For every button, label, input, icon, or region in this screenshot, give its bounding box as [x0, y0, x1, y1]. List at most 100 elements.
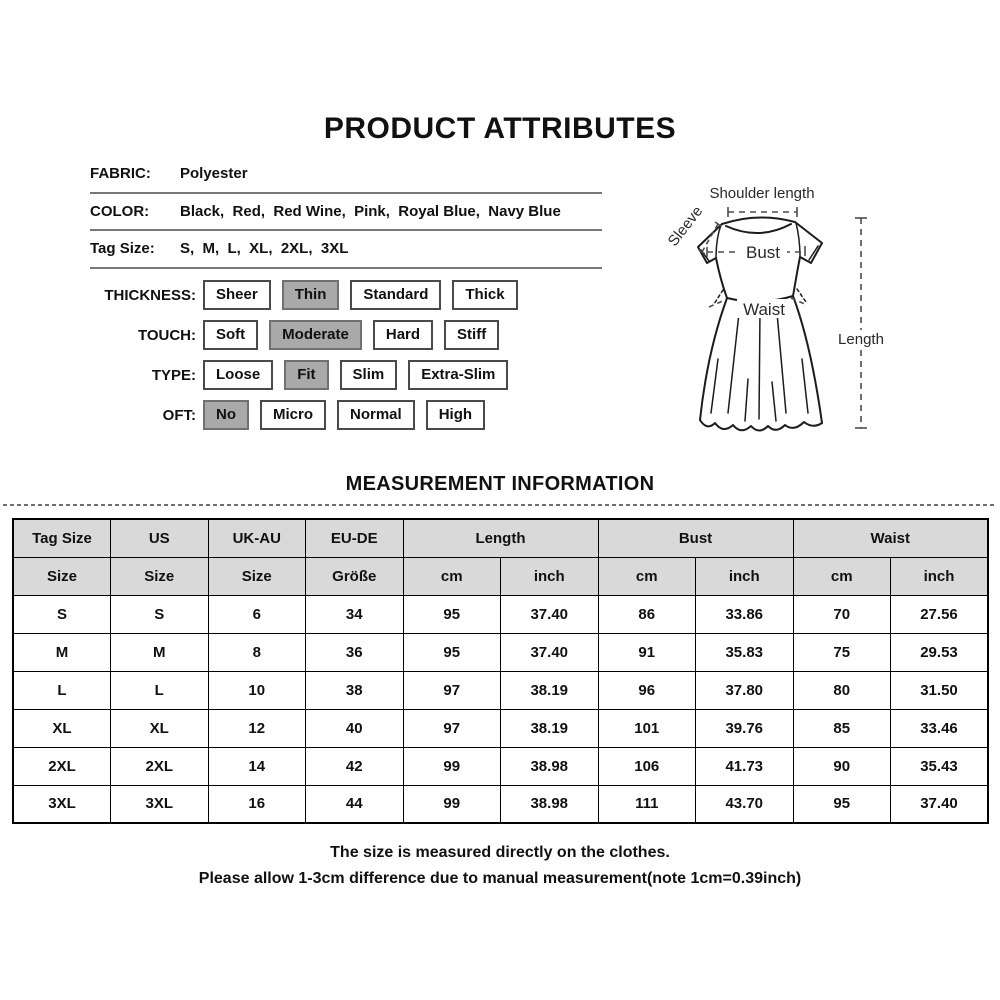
table-cell: 95: [792, 784, 891, 824]
table-cell: 70: [792, 594, 891, 634]
left-bodice: [715, 257, 728, 299]
right-armhole: [795, 222, 801, 258]
table-cell: 37.80: [695, 670, 794, 710]
column-subheader: inch: [500, 556, 599, 596]
right-sleeve: [794, 221, 823, 264]
option-group-label: OFT:: [162, 406, 196, 424]
table-cell: 16: [207, 784, 306, 824]
table-cell: 35.43: [890, 746, 989, 786]
table-cell: 38.98: [500, 784, 599, 824]
column-header-tag-size: Tag Size: [12, 518, 111, 558]
option-slim[interactable]: Slim: [339, 360, 398, 390]
table-cell: 99: [402, 784, 501, 824]
table-cell: 44: [305, 784, 404, 824]
table-cell: 97: [402, 670, 501, 710]
table-cell: XL: [12, 708, 111, 748]
table-cell: 41.73: [695, 746, 794, 786]
option-extra-slim[interactable]: Extra-Slim: [408, 360, 509, 390]
option-thin[interactable]: Thin: [281, 280, 340, 310]
skirt-folds: [710, 310, 809, 422]
table-cell: M: [110, 632, 209, 672]
shoulder-length-label: Shoulder length: [709, 185, 814, 202]
table-row: 3XL 3XL 16 44 99 38.98 111 43.70 95 37.40: [12, 784, 989, 824]
table-cell: 37.40: [500, 632, 599, 672]
attribute-row-color: COLOR: Black, Red, Red Wine, Pink, Royal …: [90, 194, 602, 231]
waist-ruffle-right: [796, 288, 807, 303]
table-cell: 95: [402, 632, 501, 672]
left-armhole: [715, 224, 722, 259]
table-cell: 33.86: [695, 594, 794, 634]
table-cell: 40: [305, 708, 404, 748]
table-cell: 34: [305, 594, 404, 634]
option-group-oft: OFT: No Micro Normal High: [0, 395, 660, 435]
option-sheer[interactable]: Sheer: [203, 280, 271, 310]
option-thick[interactable]: Thick: [452, 280, 518, 310]
option-group-type: TYPE: Loose Fit Slim Extra-Slim: [0, 355, 660, 395]
attribute-value: Black, Red, Red Wine, Pink, Royal Blue, …: [180, 202, 561, 220]
option-loose[interactable]: Loose: [203, 360, 274, 390]
table-header-row: Tag Size US UK-AU EU-DE Length Bust Waist: [12, 518, 989, 558]
bust-label-bg: [739, 241, 787, 260]
dress-illustration: [697, 216, 823, 432]
option-standard[interactable]: Standard: [350, 280, 442, 310]
note-line-1: The size is measured directly on the clo…: [330, 844, 670, 861]
table-cell: 96: [597, 670, 696, 710]
size-table-body: S S 6 34 95 37.40 86 33.86 70 27.56 M M 8 36 95 37.40 91…: [12, 594, 989, 824]
table-cell: 85: [792, 708, 891, 748]
column-header-waist: Waist: [792, 518, 989, 558]
column-header-uk-au: UK-AU: [207, 518, 306, 558]
table-cell: 10: [207, 670, 306, 710]
column-subheader: Size: [110, 556, 209, 596]
column-subheader: inch: [890, 556, 989, 596]
table-cell: 43.70: [695, 784, 794, 824]
sleeve-dash-line: [701, 223, 719, 253]
measurement-title: MEASUREMENT INFORMATION: [345, 473, 655, 495]
option-hard[interactable]: Hard: [372, 320, 434, 350]
sleeve-label: Sleeve: [665, 203, 707, 250]
table-cell: 37.40: [500, 594, 599, 634]
table-row: XL XL 12 40 97 38.19 101 39.76 85 33.46: [12, 708, 989, 748]
table-cell: 38: [305, 670, 404, 710]
size-table-head: Tag Size US UK-AU EU-DE Length Bust Waist Size S…: [12, 518, 989, 596]
option-normal[interactable]: Normal: [337, 400, 415, 430]
column-subheader: cm: [597, 556, 696, 596]
table-cell: 91: [597, 632, 696, 672]
table-cell: 29.53: [890, 632, 989, 672]
length-label-bg: [837, 330, 885, 348]
column-subheader: Größe: [305, 556, 404, 596]
measurement-notes: The size is measured directly on the clo…: [0, 844, 1000, 896]
table-cell: 38.19: [500, 670, 599, 710]
attribute-value: S, M, L, XL, 2XL, 3XL: [180, 240, 349, 258]
collar-inner: [725, 223, 792, 235]
table-cell: 37.40: [890, 784, 989, 824]
table-cell: 39.76: [695, 708, 794, 748]
right-bodice: [792, 256, 801, 297]
option-buttons: No Micro Normal High: [203, 400, 486, 430]
column-header-length: Length: [402, 518, 599, 558]
option-moderate[interactable]: Moderate: [269, 320, 362, 350]
option-soft[interactable]: Soft: [203, 320, 259, 350]
table-cell: S: [12, 594, 111, 634]
option-no[interactable]: No: [203, 400, 249, 430]
option-fit[interactable]: Fit: [284, 360, 329, 390]
sleeve-tick-top: [714, 221, 722, 227]
option-micro[interactable]: Micro: [260, 400, 327, 430]
collar-outer: [721, 216, 796, 225]
option-high[interactable]: High: [425, 400, 486, 430]
option-stiff[interactable]: Stiff: [444, 320, 500, 350]
table-cell: 99: [402, 746, 501, 786]
option-group-touch: TOUCH: Soft Moderate Hard Stiff: [0, 315, 660, 355]
page-title: PRODUCT ATTRIBUTES: [323, 112, 677, 145]
note-line-2: Please allow 1-3cm difference due to man…: [198, 870, 802, 887]
table-cell: 90: [792, 746, 891, 786]
option-group-label: TOUCH:: [137, 326, 196, 344]
column-header-eu-de: EU-DE: [305, 518, 404, 558]
attribute-label: Tag Size:: [90, 240, 155, 258]
table-cell: 36: [305, 632, 404, 672]
table-cell: 95: [402, 594, 501, 634]
table-cell: 97: [402, 708, 501, 748]
column-subheader: cm: [792, 556, 891, 596]
dotted-divider: [3, 504, 997, 506]
table-cell: L: [110, 670, 209, 710]
waist-dash-right: [790, 297, 808, 306]
